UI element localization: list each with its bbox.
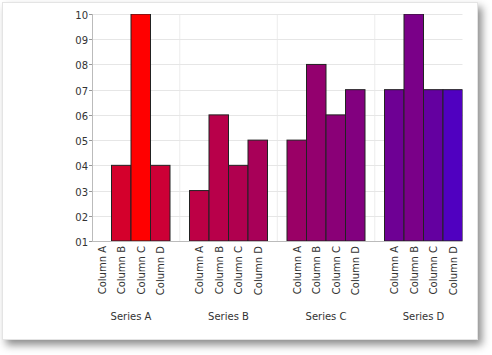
y-tick-label: 05 <box>75 136 88 147</box>
bar <box>404 14 424 241</box>
category-label: Series D <box>403 311 445 322</box>
column-label: Column B <box>311 246 322 294</box>
column-label: Column C <box>233 246 244 294</box>
y-tick-label: 07 <box>75 86 88 97</box>
y-tick-label: 10 <box>75 10 88 21</box>
v-grid-line <box>374 14 375 241</box>
bar <box>443 90 463 241</box>
y-tick <box>89 39 92 40</box>
y-tick-label: 09 <box>75 35 88 46</box>
y-tick-label: 03 <box>75 187 88 198</box>
bar <box>190 191 210 241</box>
bar <box>92 241 112 242</box>
y-tick <box>89 64 92 65</box>
column-label: Column D <box>350 246 361 295</box>
y-tick <box>89 165 92 166</box>
category-label: Series C <box>306 311 347 322</box>
y-tick <box>89 115 92 116</box>
y-tick-label: 04 <box>75 161 88 172</box>
grid-line <box>92 241 463 242</box>
y-axis <box>92 14 93 241</box>
y-tick <box>89 216 92 217</box>
bar <box>287 140 307 241</box>
chart: 01020304050607080910Column AColumn BColu… <box>0 0 492 355</box>
column-label: Column A <box>389 246 400 294</box>
category-label: Series A <box>111 311 152 322</box>
column-label: Column D <box>253 246 264 295</box>
bar <box>346 90 366 241</box>
column-label: Column C <box>331 246 342 294</box>
column-label: Column A <box>97 246 108 294</box>
bar <box>385 90 405 241</box>
y-tick <box>89 140 92 141</box>
bar <box>424 90 444 241</box>
x-axis <box>92 241 463 242</box>
y-tick <box>89 14 92 15</box>
column-label: Column B <box>116 246 127 294</box>
bar <box>209 115 229 241</box>
y-tick <box>89 90 92 91</box>
bar <box>307 64 327 241</box>
bar <box>112 165 132 241</box>
bar <box>248 140 268 241</box>
column-label: Column C <box>428 246 439 294</box>
column-label: Column D <box>155 246 166 295</box>
y-tick-label: 01 <box>75 237 88 248</box>
y-tick-label: 02 <box>75 212 88 223</box>
y-tick <box>89 191 92 192</box>
column-label: Column A <box>292 246 303 294</box>
category-label: Series B <box>208 311 249 322</box>
y-tick-label: 06 <box>75 111 88 122</box>
bar <box>151 165 171 241</box>
bar <box>326 115 346 241</box>
column-label: Column D <box>448 246 459 295</box>
grid <box>92 14 463 242</box>
y-tick-label: 08 <box>75 60 88 71</box>
column-label: Column A <box>194 246 205 294</box>
column-label: Column C <box>136 246 147 294</box>
column-label: Column B <box>409 246 420 294</box>
y-tick <box>89 241 92 242</box>
bars <box>112 14 463 241</box>
v-grid-line <box>277 14 278 241</box>
bar <box>229 165 249 241</box>
column-label: Column B <box>214 246 225 294</box>
bar <box>131 14 151 241</box>
x-labels: Column A Column B Column C Column D Series A… <box>97 246 459 322</box>
v-grid-line <box>179 14 180 241</box>
